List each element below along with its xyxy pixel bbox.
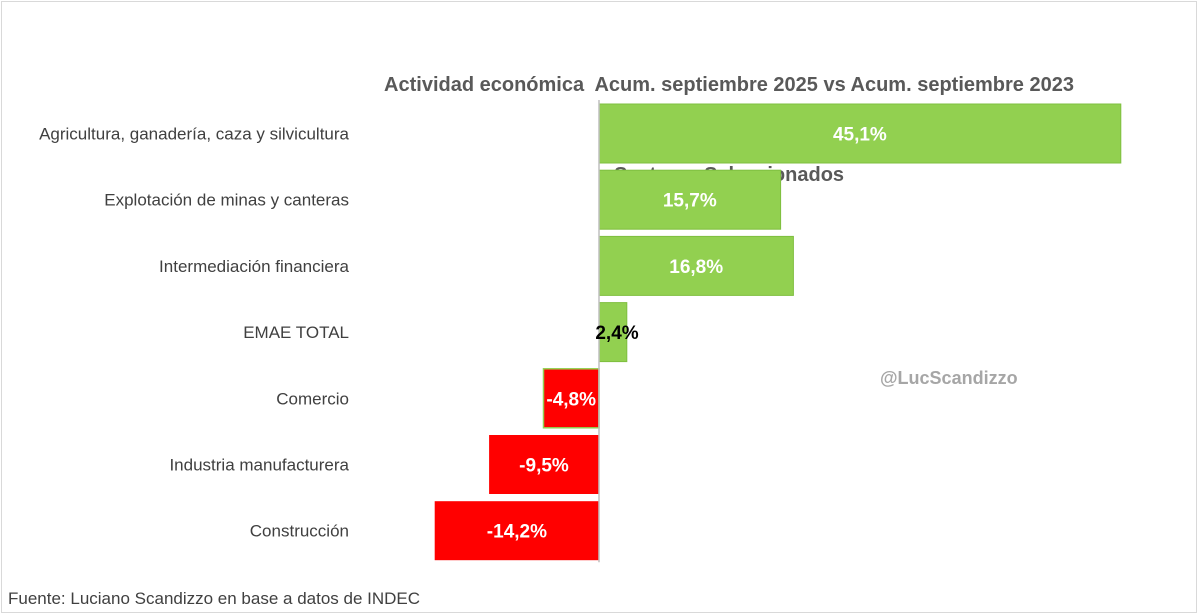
value-label-explotacion-de-minas-y-canteras: 15,7% bbox=[663, 191, 717, 212]
category-label-emae-total: EMAE TOTAL bbox=[243, 323, 349, 342]
source-note: Fuente: Luciano Scandizzo en base a dato… bbox=[8, 589, 421, 608]
value-label-emae-total: 2,4% bbox=[595, 323, 638, 344]
watermark: @LucScandizzo bbox=[880, 368, 1018, 388]
category-label-industria-manufacturera: Industria manufacturera bbox=[169, 456, 349, 475]
category-label-comercio: Comercio bbox=[276, 389, 349, 408]
labels-layer: Agricultura, ganadería, caza y silvicult… bbox=[39, 125, 887, 543]
chart-title: Actividad económica Acum. septiembre 202… bbox=[384, 74, 1074, 96]
bar-intermediacion-financiera bbox=[598, 235, 794, 296]
category-label-agricultura-ganaderia-caza-y-silvicultura: Agricultura, ganadería, caza y silvicult… bbox=[39, 125, 349, 144]
value-label-agricultura-ganaderia-caza-y-silvicultura: 45,1% bbox=[833, 125, 887, 146]
value-label-comercio: -4,8% bbox=[546, 389, 596, 410]
bar-agricultura-ganaderia-caza-y-silvicultura bbox=[598, 103, 1122, 164]
category-label-construccion: Construcción bbox=[250, 522, 349, 541]
bar-comercio bbox=[542, 368, 600, 429]
bar-explotacion-de-minas-y-canteras bbox=[598, 169, 782, 230]
category-label-intermediacion-financiera: Intermediación financiera bbox=[159, 257, 349, 276]
category-label-explotacion-de-minas-y-canteras: Explotación de minas y canteras bbox=[104, 191, 349, 210]
bar-industria-manufacturera bbox=[489, 435, 599, 494]
chart-title-block: Actividad económica Acum. septiembre 202… bbox=[0, 10, 1200, 220]
value-label-construccion: -14,2% bbox=[487, 522, 547, 543]
value-label-industria-manufacturera: -9,5% bbox=[519, 456, 569, 477]
value-label-intermediacion-financiera: 16,8% bbox=[669, 257, 723, 278]
bars-layer bbox=[434, 103, 1122, 561]
bar-construccion bbox=[434, 501, 599, 561]
